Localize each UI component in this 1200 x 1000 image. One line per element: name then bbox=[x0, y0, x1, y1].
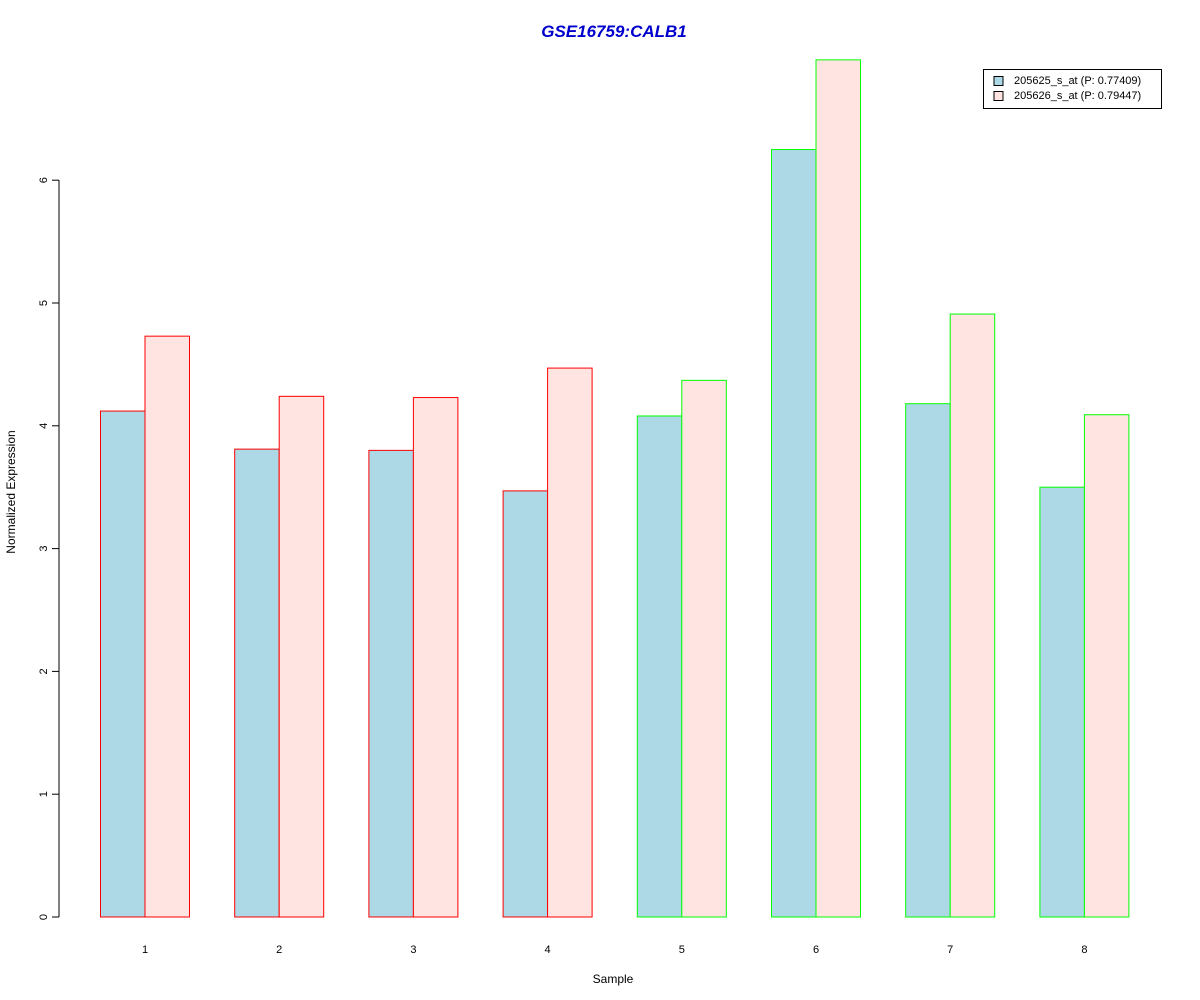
x-tick-label: 4 bbox=[545, 944, 551, 956]
bar-sample-6-series-2 bbox=[815, 59, 861, 918]
y-axis-title: Normalized Expression bbox=[4, 430, 18, 553]
x-axis-title: Sample bbox=[593, 972, 634, 986]
bar-sample-5-series-1 bbox=[636, 415, 683, 918]
y-axis: 0 1 2 3 4 5 6 bbox=[38, 177, 60, 920]
bar-sample-3-series-1 bbox=[368, 449, 414, 918]
x-tick-label: 1 bbox=[142, 944, 148, 956]
legend-box bbox=[983, 69, 1162, 109]
bar-sample-2-series-1 bbox=[234, 448, 280, 918]
x-tick-label: 3 bbox=[410, 944, 416, 956]
x-tick-label: 7 bbox=[947, 944, 953, 956]
y-tick-label: 6 bbox=[38, 177, 50, 183]
legend-swatch bbox=[993, 91, 1004, 101]
legend-label: 205625_s_at (P: 0.77409) bbox=[1014, 75, 1141, 87]
x-axis: 1 2 3 4 5 6 7 8 bbox=[142, 944, 1088, 956]
bar-sample-1-series-1 bbox=[100, 410, 146, 918]
chart-title: GSE16759:CALB1 bbox=[541, 22, 687, 41]
y-tick-label: 1 bbox=[38, 791, 50, 797]
x-tick-label: 6 bbox=[813, 944, 819, 956]
legend: 205625_s_at (P: 0.77409) 205626_s_at (P: … bbox=[983, 69, 1162, 109]
bar-sample-5-series-2 bbox=[681, 379, 727, 918]
bar-sample-8-series-2 bbox=[1083, 414, 1130, 918]
bar-sample-3-series-2 bbox=[412, 397, 459, 918]
bars bbox=[100, 59, 1130, 918]
bar-sample-2-series-2 bbox=[278, 395, 325, 918]
bar-sample-4-series-2 bbox=[547, 367, 593, 918]
y-tick-label: 4 bbox=[38, 423, 50, 429]
x-tick-label: 2 bbox=[276, 944, 282, 956]
bar-sample-4-series-1 bbox=[502, 490, 549, 918]
x-tick-label: 8 bbox=[1081, 944, 1087, 956]
legend-swatch bbox=[993, 76, 1004, 86]
y-tick-label: 0 bbox=[38, 914, 50, 920]
y-tick-label: 3 bbox=[38, 546, 50, 552]
x-tick-label: 5 bbox=[679, 944, 685, 956]
bar-sample-7-series-1 bbox=[905, 403, 951, 918]
legend-label: 205626_s_at (P: 0.79447) bbox=[1014, 90, 1141, 102]
y-tick-label: 2 bbox=[38, 668, 50, 674]
bar-sample-7-series-2 bbox=[949, 313, 996, 918]
bar-sample-8-series-1 bbox=[1039, 486, 1085, 918]
bar-sample-1-series-2 bbox=[144, 335, 190, 918]
bar-sample-6-series-1 bbox=[771, 149, 817, 918]
y-tick-label: 5 bbox=[38, 300, 50, 306]
